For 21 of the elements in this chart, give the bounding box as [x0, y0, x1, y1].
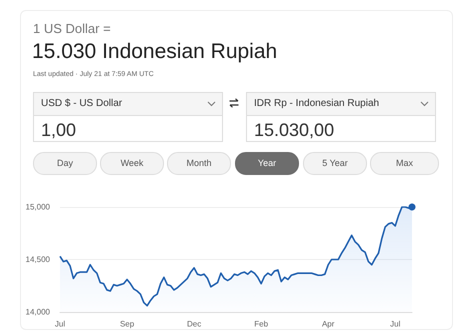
y-tick-label: 14,000	[26, 308, 51, 316]
text: Max	[370, 152, 439, 175]
x-tick-label: Dec	[186, 320, 202, 328]
text: 5 Year	[303, 152, 367, 175]
x-tick-label: Sep	[120, 320, 135, 328]
text: Day	[33, 152, 97, 175]
x-tick-label: Jul	[54, 320, 66, 328]
text: Month	[167, 152, 231, 175]
text: IDR Rp - Indonesian Rupiah	[247, 93, 435, 116]
x-tick-label: Jul	[390, 320, 401, 328]
text: Week	[100, 152, 164, 175]
chart-subtitle: 15.030 Indonesian Rupiah	[32, 40, 278, 64]
x-tick-label: Feb	[254, 320, 269, 328]
text: 15.030,00	[253, 119, 336, 141]
y-tick-label: 14,500	[26, 255, 51, 264]
chart-title: 1 US Dollar =	[33, 21, 111, 36]
text: USD $ - US Dollar	[34, 93, 222, 116]
text: Year	[235, 152, 299, 175]
x-tick-label: Apr	[322, 320, 335, 328]
y-tick-label: 15,000	[26, 202, 51, 212]
text: 1,00	[40, 119, 78, 141]
